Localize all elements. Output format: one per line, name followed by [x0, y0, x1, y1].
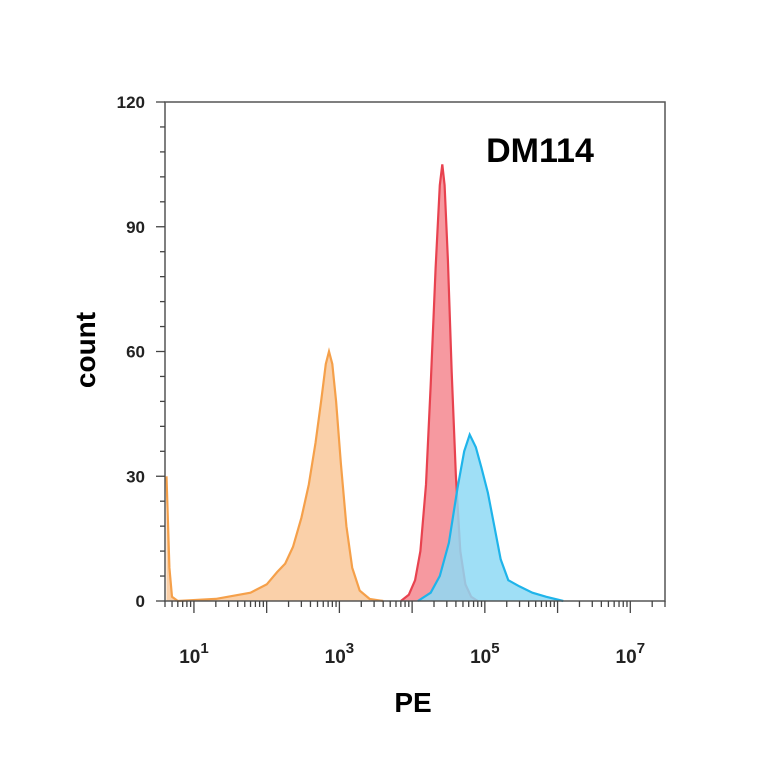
y-tick-label: 60 [126, 343, 145, 362]
y-tick-label: 0 [136, 592, 145, 611]
x-tick-label: 107 [616, 640, 645, 668]
y-tick-label: 120 [117, 93, 145, 112]
y-tick-label: 90 [126, 218, 145, 237]
x-tick-label: 103 [325, 640, 354, 668]
x-axis-title: PE [394, 687, 431, 718]
chart-title: DM114 [486, 132, 594, 170]
series-layer [167, 164, 564, 601]
axis-layer: 0 30 60 90 120 101 103 105 107 [117, 93, 665, 668]
y-tick-label: 30 [126, 467, 145, 486]
x-tick-label: 105 [470, 640, 499, 668]
plot-frame [165, 102, 665, 601]
x-tick-label: 101 [179, 640, 208, 668]
y-axis-title: count [70, 312, 101, 388]
series-1-line [167, 352, 384, 602]
